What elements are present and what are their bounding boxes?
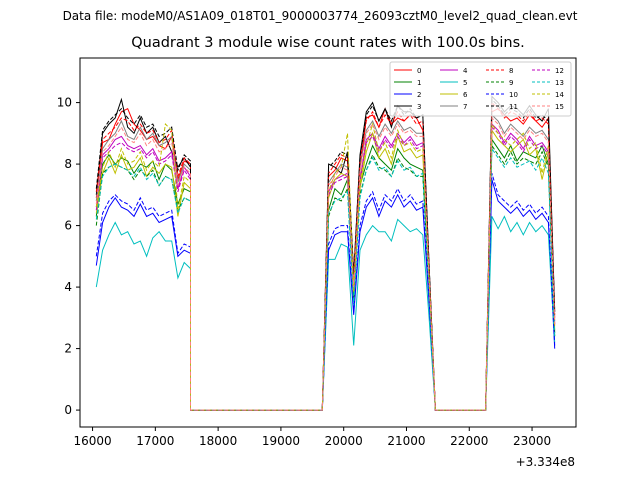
legend-label-15: 15: [555, 103, 564, 111]
plot-frame: [79, 57, 577, 428]
y-axis: 0 2 4 6 8 10: [57, 96, 80, 417]
series-line-11: [95, 98, 556, 411]
x-tick-label: 23000: [513, 434, 551, 448]
legend-label-7: 7: [463, 103, 467, 111]
series-line-0: [95, 107, 556, 411]
x-tick-label: 18000: [199, 434, 237, 448]
y-tick-label: 0: [64, 403, 72, 417]
y-tick-label: 10: [57, 96, 72, 110]
legend-label-0: 0: [417, 67, 421, 75]
x-tick-label: 20000: [325, 434, 363, 448]
legend-label-8: 8: [509, 67, 513, 75]
legend-label-14: 14: [555, 91, 564, 99]
legend-label-2: 2: [417, 91, 421, 99]
x-tick-label: 19000: [262, 434, 300, 448]
x-tick-label: 21000: [387, 434, 425, 448]
figure-suptitle: Data file: modeM0/AS1A09_018T01_90000037…: [62, 9, 578, 23]
chart-title: Quadrant 3 module wise count rates with …: [131, 35, 525, 51]
x-axis: 16000 17000 18000 19000 20000 21000 22000 23000: [73, 427, 551, 448]
y-tick-label: 6: [64, 219, 72, 233]
legend-label-13: 13: [555, 79, 564, 87]
legend-box: [389, 61, 572, 117]
legend-label-11: 11: [509, 103, 518, 111]
legend-label-3: 3: [417, 103, 421, 111]
legend-label-1: 1: [417, 79, 421, 87]
legend-label-4: 4: [463, 67, 468, 75]
y-tick-label: 8: [64, 157, 72, 171]
y-tick-label: 2: [64, 342, 72, 356]
x-tick-label: 22000: [450, 434, 488, 448]
x-offset-label: +3.334e8: [516, 455, 575, 469]
x-tick-label: 16000: [73, 434, 111, 448]
legend-label-9: 9: [509, 79, 513, 87]
series-line-3: [95, 95, 556, 411]
legend-label-10: 10: [509, 91, 518, 99]
series-line-15: [95, 116, 556, 411]
series-lines: [95, 95, 556, 411]
legend-label-12: 12: [555, 67, 564, 75]
y-tick-label: 4: [64, 280, 72, 294]
series-line-7: [95, 113, 556, 411]
legend-label-5: 5: [463, 79, 467, 87]
legend-label-6: 6: [463, 91, 468, 99]
x-tick-label: 17000: [136, 434, 174, 448]
